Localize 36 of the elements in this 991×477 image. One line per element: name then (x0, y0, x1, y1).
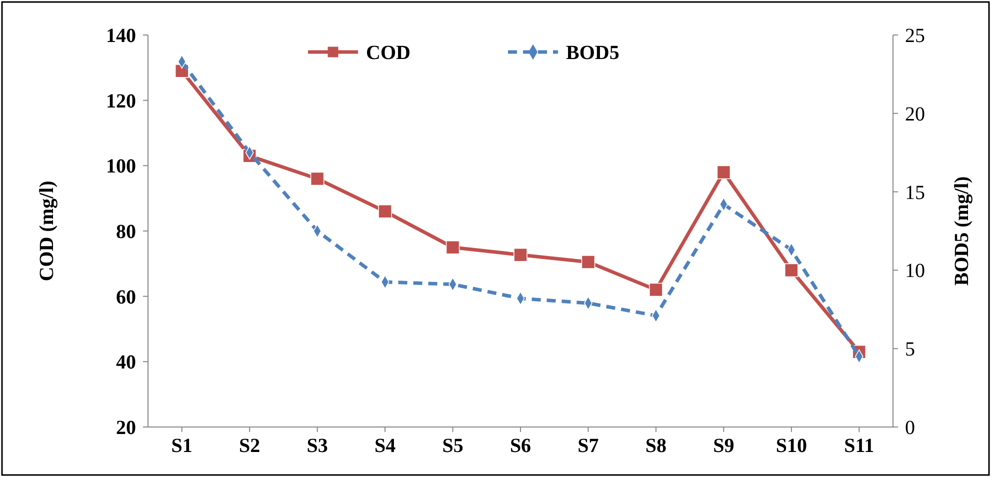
point (784, 263, 798, 278)
y2-axis-title: BOD5 (mg/l) (951, 176, 973, 286)
y-tick-label: 40 (116, 352, 136, 374)
y-tick-label: 60 (116, 286, 136, 308)
y-tick-label: 20 (116, 417, 136, 439)
x-tick-label: S8 (645, 435, 667, 457)
point (649, 282, 663, 297)
y2-tick-label: 20 (905, 103, 925, 126)
x-tick-label: S11 (844, 435, 874, 457)
y2-tick-label: 15 (905, 182, 925, 204)
point (310, 172, 324, 186)
x-tick-label: S6 (510, 435, 532, 457)
point (716, 165, 731, 180)
y2-tick-label: 25 (905, 25, 925, 47)
x-tick-label: S10 (776, 435, 807, 457)
x-tick-label: S5 (442, 435, 464, 457)
y-tick-label: 140 (106, 25, 136, 47)
point (581, 255, 596, 269)
x-tick-label: S4 (374, 435, 396, 457)
x-tick-label: S1 (171, 435, 192, 457)
y-tick-label: 120 (106, 90, 136, 112)
legend-label: BOD5 (566, 42, 620, 64)
y-axis-title: COD (mg/l) (36, 180, 58, 282)
y2-tick-label: 10 (905, 260, 925, 282)
legend-label: COD (366, 42, 410, 64)
point (446, 240, 460, 254)
y2-tick-label: 0 (905, 417, 915, 439)
y-tick-label: 100 (106, 156, 136, 178)
y-tick-label: 80 (116, 221, 136, 243)
x-tick-label: S3 (306, 435, 328, 457)
x-tick-label: S2 (239, 435, 260, 457)
x-tick-label: S9 (713, 435, 734, 457)
x-tick-label: S7 (578, 435, 599, 457)
point (378, 204, 392, 218)
y2-tick-label: 5 (905, 338, 915, 361)
point (514, 248, 528, 262)
